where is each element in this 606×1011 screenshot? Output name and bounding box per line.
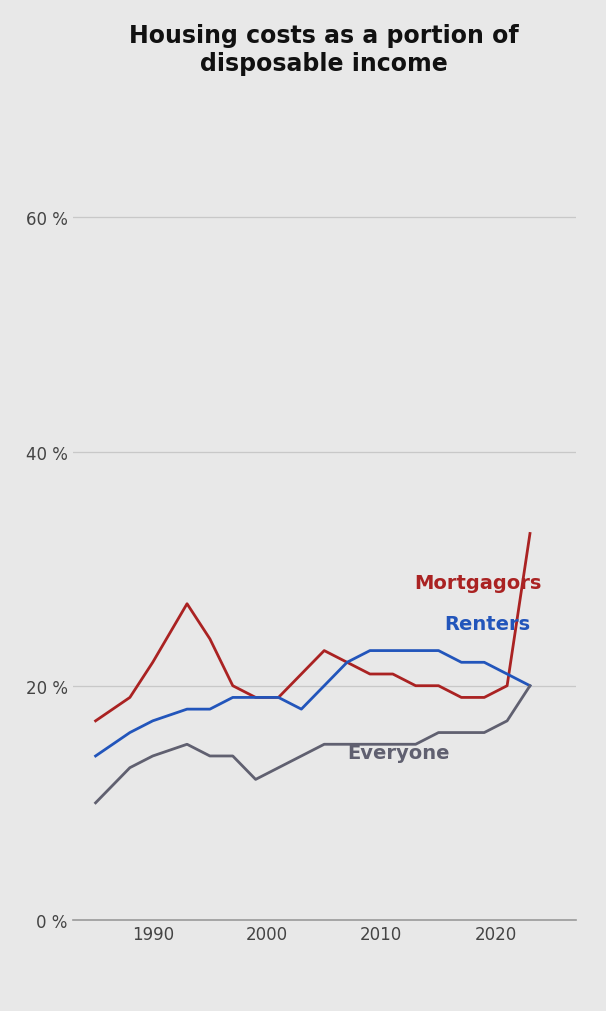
Text: Renters: Renters xyxy=(444,615,530,633)
Text: Everyone: Everyone xyxy=(347,743,450,762)
Text: Mortgagors: Mortgagors xyxy=(414,573,541,592)
Title: Housing costs as a portion of
disposable income: Housing costs as a portion of disposable… xyxy=(129,24,519,76)
